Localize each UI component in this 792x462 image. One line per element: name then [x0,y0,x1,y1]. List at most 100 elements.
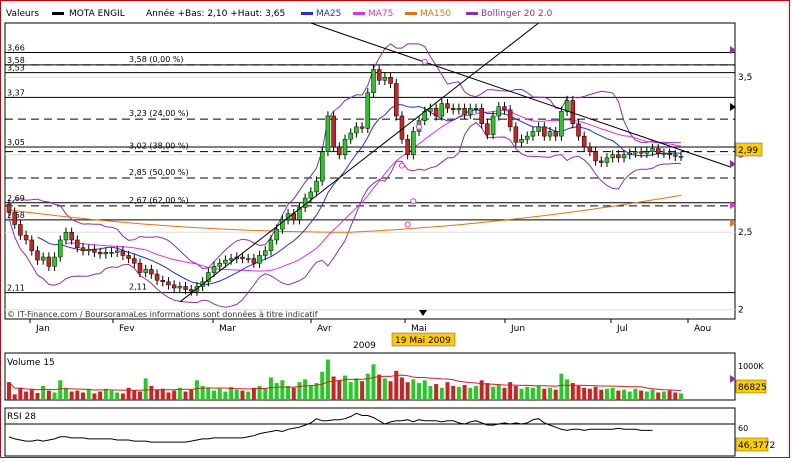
price-levels-layer: 3,663,583,533,373,052,692,582,113,58 (0,… [5,43,735,294]
volume-bar [41,385,46,400]
candle-body [188,289,194,292]
volume-bar [656,392,661,400]
selected-date-box[interactable] [391,332,456,347]
candle-body [473,107,479,110]
bollinger-upper-marker-icon [730,46,736,54]
candle-body [428,107,433,112]
candle-body [354,126,359,134]
volume-bar [559,373,564,400]
price-level-label: 3,53 [7,64,25,73]
x-tick-label: Mar [219,324,236,334]
candle-body [103,252,109,255]
candle-body [519,138,524,143]
legend-ma150-swatch [405,12,417,15]
volume-bar [411,379,416,400]
volume-bar [633,388,638,400]
volume-last-value: 86825 [738,383,767,393]
volume-bar [189,389,194,400]
candle-body [359,126,365,129]
volume-bar [24,391,29,400]
candle-body [154,273,160,281]
date-marker-icon [419,310,427,316]
candle-body [337,146,342,155]
volume-bar [473,385,478,400]
volume-bar [553,389,558,400]
legend: Valeurs MOTA ENGIL Année +Bas: 2,10 +Hau… [6,8,553,19]
candle-body [18,224,23,236]
volume-bar [280,380,285,400]
candle-body [479,107,484,124]
volume-bar [399,377,404,400]
candle-body [177,286,183,289]
candle-body [388,76,393,84]
candle-body [58,239,63,258]
candle-body [559,111,564,137]
candle-body [502,106,507,111]
volume-bar [576,385,581,400]
indicators-layer [8,43,682,308]
candle-body [245,258,251,260]
legend-range: Année +Bas: 2,10 +Haut: 3,65 [146,8,285,19]
volume-bar [103,388,108,400]
volume-bar [371,364,376,400]
x-tick-label: Jun [510,324,525,334]
candle-body [376,69,382,81]
volume-marker-icon [730,375,736,383]
x-tick-label: Avr [317,324,332,334]
volume-bar [58,380,63,400]
volume-bar [422,380,427,400]
price-panel-border [4,22,736,320]
candle-body [650,148,655,152]
candle-body [280,219,285,230]
volume-bar [604,388,609,400]
candle-body [257,255,262,264]
volume-bar [229,386,234,400]
candle-body [29,239,35,252]
volume-ma-line [8,374,682,392]
volume-bar [610,387,615,400]
volume-bar [291,387,296,400]
candle-body [661,152,667,155]
candle-body [587,146,593,152]
volume-bar [7,382,11,400]
volume-bar [565,379,570,400]
volume-bar [115,392,120,400]
current-price: 2,99 [738,146,758,156]
volume-bar [251,387,256,400]
volume-bar [177,387,182,400]
volume-bar [274,383,279,400]
volume-bar [18,387,23,400]
volume-bar [479,380,484,400]
volume-bar [542,388,547,400]
volume-bar [587,388,592,400]
candle-body [217,262,222,267]
volume-bar [445,382,450,400]
volume-bar [639,390,644,400]
candle-body [263,250,268,256]
volume-bar [508,382,513,400]
volume-bar [234,389,239,400]
price-level-label: 3,66 [7,43,25,52]
volume-bar [365,373,370,400]
volume-bar [35,392,40,400]
rsi-line [8,412,653,443]
volume-bar [120,393,125,400]
candle-body [627,152,632,155]
volume-bar [530,387,535,400]
volume-bar [548,387,553,400]
legend-ma150: MA150 [420,9,451,19]
volume-panel-border [4,352,736,401]
rsi-last-value: 46,3772 [738,441,775,451]
volume-bar [75,390,80,400]
volume-bar [92,393,97,400]
indicator-marker [404,221,411,228]
candle-body [547,131,553,137]
legend-ma75-swatch [353,12,365,15]
volume-bar [109,390,114,400]
volume-bar [616,390,621,400]
volume-bar [183,391,188,400]
candle-body [445,103,450,109]
candle-body [132,258,137,264]
ma75-marker-icon [730,201,736,209]
